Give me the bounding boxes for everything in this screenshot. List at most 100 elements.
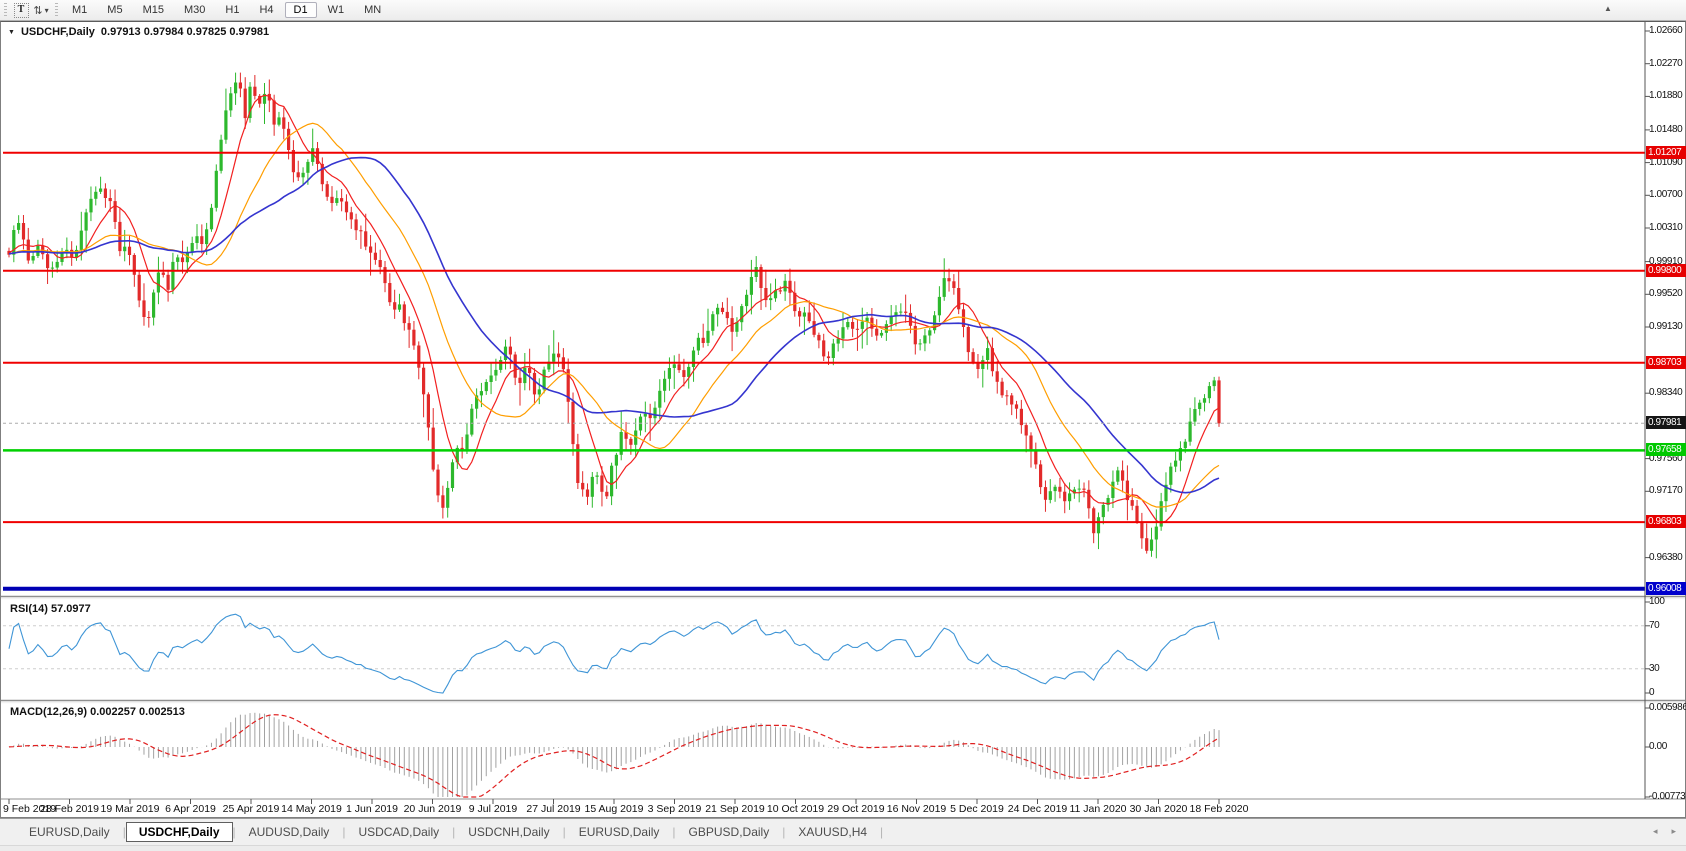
date-tick-8: 9 Jul 2019	[468, 803, 518, 815]
chevron-down-icon[interactable]: ▾	[44, 5, 49, 15]
date-tick-6: 1 Jun 2019	[346, 803, 398, 815]
price-label-0.96803: 0.96803	[1646, 515, 1686, 528]
moving-average-8	[8, 94, 1220, 524]
chart-symbol: USDCHF,Daily	[20, 26, 95, 38]
date-tick-15: 16 Nov 2019	[886, 803, 947, 815]
date-tick-17: 24 Dec 2019	[1007, 803, 1068, 815]
tab-list: EURUSD,Daily | USDCHF,Daily | AUDUSD,Daily | U…	[16, 822, 883, 842]
price-tick-0.97170: 0.97170	[1649, 485, 1683, 497]
timeframe-button-h4[interactable]: H4	[259, 4, 274, 16]
text-tool-icon: T	[13, 2, 29, 18]
date-tick-3: 6 Apr 2019	[165, 803, 216, 815]
chart-tab-bar: EURUSD,Daily | USDCHF,Daily | AUDUSD,Daily | U…	[0, 818, 1686, 845]
tab-divider: |	[452, 825, 456, 839]
chart-tab-audusd-daily[interactable]: AUDUSD,Daily	[248, 825, 330, 839]
toolbar-grip	[4, 3, 7, 17]
rsi-value: 57.0977	[50, 603, 91, 615]
timeframe-button-m30[interactable]: M30	[183, 4, 206, 16]
top-toolbar: T ⇅ ▾ M1 M5 M15 M30 H1 H4 D1 W1 MN ▲	[0, 0, 1686, 21]
date-tick-7: 20 Jun 2019	[403, 803, 462, 815]
date-tick-2: 19 Mar 2019	[100, 803, 160, 815]
chart-tab-usdchf-daily[interactable]: USDCHF,Daily	[125, 822, 233, 842]
chart-tab-gbpusd-daily[interactable]: GBPUSD,Daily	[688, 825, 770, 839]
price-tick-1.01880: 1.01880	[1649, 90, 1683, 102]
timeframe-button-m1[interactable]: M1	[72, 4, 88, 16]
date-tick-19: 30 Jan 2020	[1129, 803, 1188, 815]
macd-label: MACD(12,26,9) 0.002257 0.002513	[10, 706, 185, 718]
price-label-0.99800: 0.99800	[1646, 264, 1686, 277]
chart-tab-xauusd-h4[interactable]: XAUUSD,H4	[798, 825, 868, 839]
price-tick-0.99520: 0.99520	[1649, 288, 1683, 300]
macd-tick--0.007737: -0.007737	[1649, 791, 1686, 802]
price-tick-1.00310: 1.00310	[1649, 222, 1683, 234]
rsi-tick-30: 30	[1649, 662, 1660, 674]
chart-tab-usdcad-daily[interactable]: USDCAD,Daily	[358, 825, 440, 839]
tab-divider: |	[562, 825, 566, 839]
chart-canvas[interactable]	[1, 22, 1685, 817]
timeframe-button-mn[interactable]: MN	[364, 4, 382, 16]
tab-scroll-left-icon[interactable]: ◂	[1652, 826, 1658, 836]
price-label-1.01207: 1.01207	[1646, 146, 1686, 159]
macd-values: 0.002257 0.002513	[90, 706, 185, 718]
price-tick-0.99130: 0.99130	[1649, 320, 1683, 332]
date-tick-0: 9 Feb 2019	[3, 803, 57, 815]
chart-ohlc: 0.97913 0.97984 0.97825 0.97981	[100, 26, 270, 38]
arrange-charts-button[interactable]: ⇅ ▾	[32, 2, 50, 18]
toolbar-overflow-icon[interactable]: ▲	[1604, 4, 1612, 13]
date-tick-13: 10 Oct 2019	[766, 803, 825, 815]
price-label-0.97981: 0.97981	[1646, 416, 1686, 429]
text-tool-button[interactable]: T	[12, 2, 30, 18]
chart-menu-icon[interactable]: ▼	[8, 28, 15, 36]
rsi-line	[8, 613, 1220, 694]
date-tick-10: 15 Aug 2019	[584, 803, 644, 815]
date-tick-14: 29 Oct 2019	[827, 803, 885, 815]
rsi-tick-100: 100	[1649, 596, 1665, 607]
rsi-tick-70: 70	[1649, 619, 1660, 631]
moving-average-20	[8, 122, 1220, 508]
chart-tab-usdcnh-daily[interactable]: USDCNH,Daily	[468, 825, 550, 839]
date-tick-18: 11 Jan 2020	[1069, 803, 1127, 815]
status-strip	[0, 845, 1686, 851]
date-tick-9: 27 Jul 2019	[526, 803, 581, 815]
date-tick-5: 14 May 2019	[281, 803, 342, 815]
price-tick-0.97560: 0.97560	[1649, 452, 1683, 464]
price-tick-1.02660: 1.02660	[1649, 25, 1683, 36]
date-tick-11: 3 Sep 2019	[647, 803, 702, 815]
chart-title: ▼ USDCHF,Daily 0.97913 0.97984 0.97825 0…	[8, 26, 269, 38]
date-tick-16: 5 Dec 2019	[950, 803, 1004, 815]
date-tick-4: 25 Apr 2019	[222, 803, 280, 815]
candles-layer	[7, 72, 1221, 559]
date-tick-12: 21 Sep 2019	[705, 803, 765, 815]
price-tick-1.02270: 1.02270	[1649, 57, 1683, 69]
macd-tick-0.00: 0.00	[1649, 741, 1667, 752]
tab-divider: |	[232, 825, 236, 839]
price-tick-1.01480: 1.01480	[1649, 123, 1683, 135]
tab-scroll-right-icon[interactable]: ▸	[1671, 826, 1676, 836]
macd-tick-0.005986: 0.005986	[1649, 702, 1686, 713]
date-tick-20: 18 Feb 2020	[1189, 803, 1249, 815]
timeframe-button-h1[interactable]: H1	[225, 4, 240, 16]
toolbar-grip2	[55, 3, 58, 17]
price-tick-0.96380: 0.96380	[1649, 551, 1683, 563]
chart-tab-eurusd-daily[interactable]: EURUSD,Daily	[29, 825, 110, 839]
tab-divider: |	[342, 825, 346, 839]
chart-tab-eurusd-daily[interactable]: EURUSD,Daily	[578, 825, 660, 839]
rsi-tick-0: 0	[1649, 687, 1655, 698]
tab-divider: |	[122, 825, 126, 839]
price-tick-1.01090: 1.01090	[1649, 156, 1683, 168]
rsi-name: RSI(14)	[10, 603, 48, 615]
macd-signal-line	[8, 714, 1220, 798]
price-label-0.98703: 0.98703	[1646, 356, 1686, 369]
tab-divider: |	[672, 825, 676, 839]
timeframe-button-w1[interactable]: W1	[327, 4, 345, 16]
macd-layer	[8, 712, 1220, 798]
timeframe-toolbar: M1 M5 M15 M30 H1 H4 D1 W1 MN	[62, 2, 391, 18]
price-tick-0.99910: 0.99910	[1649, 255, 1683, 267]
date-tick-1: 28 Feb 2019	[40, 803, 99, 815]
rsi-label: RSI(14) 57.0977	[10, 603, 91, 615]
timeframe-button-d1[interactable]: D1	[284, 2, 317, 18]
timeframe-button-m5[interactable]: M5	[107, 4, 123, 16]
timeframe-button-m15[interactable]: M15	[142, 4, 164, 16]
price-tick-0.98340: 0.98340	[1649, 387, 1683, 399]
tab-divider: |	[782, 825, 786, 839]
